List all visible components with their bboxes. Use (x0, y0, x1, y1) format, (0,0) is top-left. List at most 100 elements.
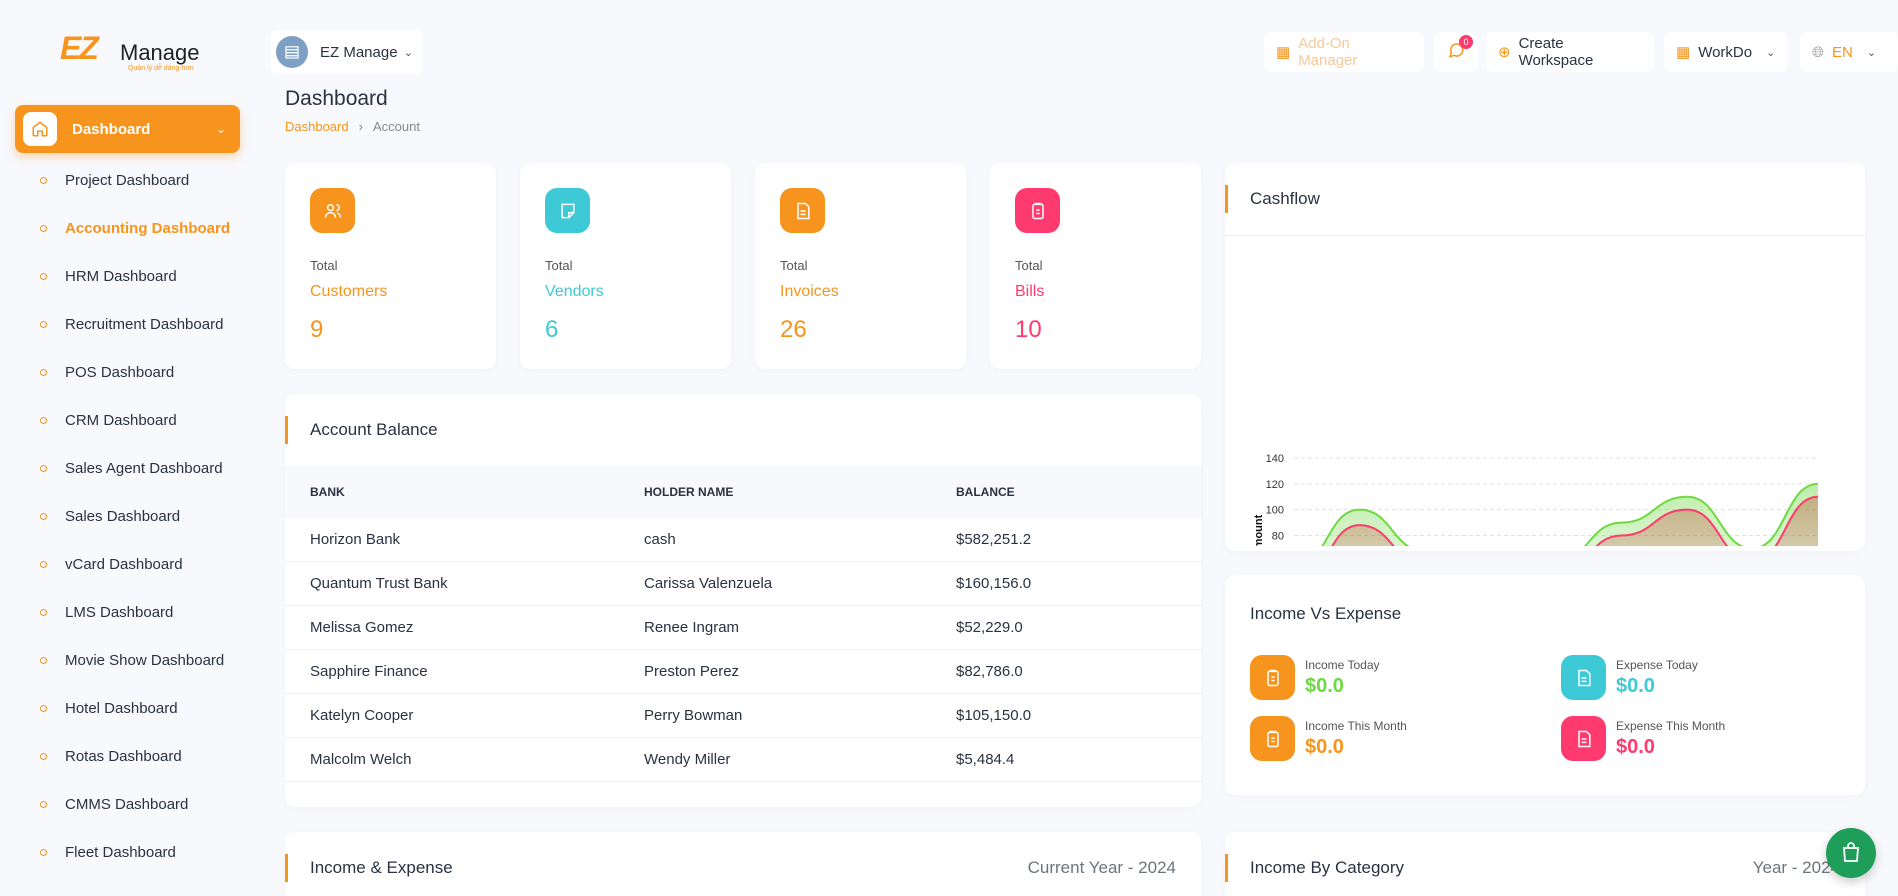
series-area (1332, 496, 1818, 546)
stat-card-vendors[interactable]: Total Vendors 6 (520, 163, 731, 369)
language-select[interactable]: 🌐︎ EN ⌄ (1800, 32, 1898, 72)
stat-card-invoices[interactable]: Total Invoices 26 (755, 163, 966, 369)
sidebar-item[interactable]: Sales Agent Dashboard (0, 444, 255, 492)
y-tick-label: 80 (1272, 531, 1284, 543)
logo-ez: EZ (60, 30, 99, 66)
cell-balance: $582,251.2 (956, 531, 1032, 548)
stat-total-label: Total (545, 258, 573, 273)
sidebar-item[interactable]: Rotas Dashboard (0, 732, 255, 780)
sidebar-item-label: Recruitment Dashboard (65, 315, 224, 333)
income-by-category-card: Income By Category Year - 2024 (1225, 832, 1865, 896)
sidebar-item[interactable]: Hotel Dashboard (0, 684, 255, 732)
card-title: Income By Category (1250, 858, 1405, 877)
card-header: Income By Category Year - 2024 (1225, 832, 1865, 896)
sidebar-item[interactable]: LMS Dashboard (0, 588, 255, 636)
globe-icon: 🌐︎ (1812, 43, 1825, 61)
expense-today: Expense Today $0.0 (1561, 655, 1698, 700)
stat-value: 6 (545, 316, 559, 343)
shopping-bag-icon (1839, 840, 1863, 867)
sidebar-item-dashboard[interactable]: Dashboard ⌄ (15, 105, 240, 153)
bullet-icon (40, 465, 47, 472)
card-header: Income & Expense Current Year - 2024 (285, 832, 1201, 896)
sidebar-item[interactable]: CMMS Dashboard (0, 780, 255, 828)
sidebar-item[interactable]: POS Dashboard (0, 348, 255, 396)
card-title: Income Vs Expense (1250, 604, 1402, 623)
sidebar-item[interactable]: Fleet Dashboard (0, 828, 255, 876)
cell-balance: $105,150.0 (956, 707, 1032, 724)
sidebar-item[interactable]: Project Dashboard (0, 156, 255, 204)
column-header-balance[interactable]: BALANCE (956, 485, 1015, 499)
breadcrumb-account: Account (372, 119, 420, 134)
sidebar-item-label: Movie Show Dashboard (65, 651, 225, 669)
card-title: Cashflow (1250, 189, 1320, 208)
cart-button[interactable] (1826, 828, 1876, 878)
table-row: Quantum Trust Bank Carissa Valenzuela $160… (285, 562, 1201, 606)
addon-manager-button[interactable]: ▦ Add-On Manager (1264, 32, 1424, 72)
workspace-select[interactable]: EZ Manage ⌄ (271, 30, 423, 74)
accent-bar (285, 416, 288, 444)
sidebar-submenu: Project Dashboard Accounting Dashboard HRM… (0, 156, 255, 876)
stat-label: Income This Month (1305, 718, 1407, 733)
account-balance-card: Account Balance BANK HOLDER NAME BALANCE… (285, 394, 1201, 807)
cell-bank: Horizon Bank (310, 531, 401, 548)
bullet-icon (40, 849, 47, 856)
sidebar-item-label: Project Dashboard (65, 171, 190, 189)
sidebar-item[interactable]: Accounting Dashboard (0, 204, 255, 252)
sidebar-item-label: Rotas Dashboard (65, 747, 182, 765)
stat-total-label: Total (310, 258, 338, 273)
breadcrumb-dashboard[interactable]: Dashboard (285, 119, 349, 134)
stat-label: Expense This Month (1616, 718, 1726, 733)
column-header-holder[interactable]: HOLDER NAME (644, 485, 734, 499)
sidebar-item-label: Fleet Dashboard (65, 843, 176, 861)
bullet-icon (40, 225, 47, 232)
language-label: EN (1832, 43, 1853, 61)
logo-tagline: Quản lý dễ dàng hơn (128, 65, 194, 72)
brand-logo[interactable]: EZ Manage Quản lý dễ dàng hơn (60, 30, 210, 75)
sidebar-item-label: CMMS Dashboard (65, 795, 189, 813)
divider (1225, 235, 1865, 236)
stat-value: 26 (780, 316, 807, 343)
home-icon (23, 112, 57, 146)
stat-value: $0.0 (1616, 735, 1655, 758)
grid-plus-icon: ▦ (1676, 44, 1691, 61)
plus-circle-icon: ⊕ (1498, 44, 1511, 61)
file-text-icon (1561, 716, 1606, 761)
sidebar-item-label: Sales Agent Dashboard (65, 459, 223, 477)
workdo-select[interactable]: ▦ WorkDo ⌄ (1664, 32, 1788, 72)
bullet-icon (40, 321, 47, 328)
bullet-icon (40, 561, 47, 568)
sidebar-item[interactable]: vCard Dashboard (0, 540, 255, 588)
stat-value: 10 (1015, 316, 1042, 343)
sidebar-item[interactable]: CRM Dashboard (0, 396, 255, 444)
sidebar-item[interactable]: Recruitment Dashboard (0, 300, 255, 348)
income-vs-expense-card: Income Vs Expense Income Today $0.0 Expe… (1225, 575, 1865, 795)
stat-value: 9 (310, 316, 324, 343)
workdo-label: WorkDo (1698, 43, 1753, 61)
breadcrumb-separator: › (358, 119, 363, 134)
cashflow-chart: 2040608010012014014-May13-May12-May11-Ma… (1253, 453, 1819, 546)
clipboard-icon (1250, 716, 1295, 761)
sidebar-item[interactable]: Sales Dashboard (0, 492, 255, 540)
file-text-icon (780, 188, 825, 233)
column-header-bank[interactable]: BANK (310, 485, 345, 499)
create-workspace-button[interactable]: ⊕ Create Workspace (1486, 32, 1654, 72)
card-period: Current Year - 2024 (1027, 858, 1176, 877)
sidebar: EZ Manage Quản lý dễ dàng hơn Dashboard … (0, 0, 255, 896)
card-header: Income Vs Expense (1225, 575, 1865, 653)
bullet-icon (40, 801, 47, 808)
stat-card-customers[interactable]: Total Customers 9 (285, 163, 496, 369)
sidebar-item[interactable]: HRM Dashboard (0, 252, 255, 300)
cell-bank: Melissa Gomez (310, 619, 414, 636)
sidebar-item[interactable]: Movie Show Dashboard (0, 636, 255, 684)
chevron-down-icon: ⌄ (1766, 46, 1776, 59)
accent-bar (1225, 185, 1228, 213)
income-this-month: Income This Month $0.0 (1250, 716, 1407, 761)
chat-button[interactable]: 0 (1434, 32, 1478, 72)
sidebar-item-label: CRM Dashboard (65, 411, 177, 429)
page-title: Dashboard (285, 87, 388, 110)
cell-balance: $52,229.0 (956, 619, 1023, 636)
bullet-icon (40, 753, 47, 760)
cell-holder: Wendy Miller (644, 751, 731, 768)
stat-card-bills[interactable]: Total Bills 10 (990, 163, 1201, 369)
create-workspace-label: Create Workspace (1518, 35, 1594, 69)
